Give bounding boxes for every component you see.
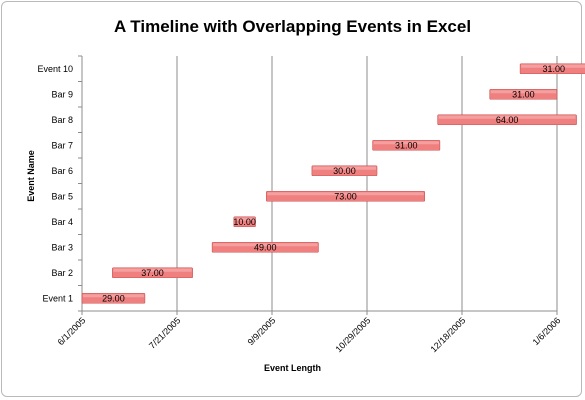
data-label: 31.00 <box>395 140 418 150</box>
bar-highlight <box>521 64 585 68</box>
x-tick-label: 10/29/2005 <box>333 315 372 354</box>
bar <box>437 114 577 126</box>
data-label: 49.00 <box>254 242 277 252</box>
x-tick-label: 6/1/2005 <box>56 315 88 347</box>
chart-title: A Timeline with Overlapping Events in Ex… <box>113 17 472 36</box>
x-tick-label: 1/6/2006 <box>531 315 563 347</box>
bar <box>233 216 256 228</box>
y-tick-label: Bar 6 <box>51 166 73 176</box>
data-label: 73.00 <box>334 191 357 201</box>
bar <box>311 165 378 177</box>
bar <box>519 63 585 75</box>
bar <box>211 241 319 253</box>
x-tick-label: 7/21/2005 <box>147 315 182 350</box>
bar-highlight <box>113 268 192 272</box>
y-tick-label: Bar 3 <box>51 242 73 252</box>
x-tick-label: 12/18/2005 <box>428 315 467 354</box>
y-tick-label: Event 10 <box>37 64 73 74</box>
bar <box>81 292 146 304</box>
data-label: 37.00 <box>141 268 164 278</box>
bar-highlight <box>83 294 144 298</box>
bar-highlight <box>267 192 424 196</box>
bar-highlight <box>234 217 255 221</box>
bar-highlight <box>213 243 318 247</box>
y-tick-label: Event 1 <box>42 293 73 303</box>
data-label: 29.00 <box>102 293 125 303</box>
y-tick-label: Bar 2 <box>51 268 73 278</box>
y-tick-label: Bar 8 <box>51 115 73 125</box>
y-tick-label: Bar 9 <box>51 89 73 99</box>
bar <box>112 267 193 279</box>
data-label: 10.00 <box>233 217 256 227</box>
data-label: 31.00 <box>542 64 565 74</box>
bar-highlight <box>490 90 556 94</box>
data-label: 31.00 <box>512 89 535 99</box>
bar <box>266 190 425 202</box>
bar-highlight <box>312 166 376 170</box>
bar-highlight <box>438 115 576 119</box>
data-label: 64.00 <box>496 115 519 125</box>
y-tick-label: Bar 5 <box>51 191 73 201</box>
bar-highlight <box>373 141 439 145</box>
y-tick-label: Bar 4 <box>51 217 73 227</box>
data-label: 30.00 <box>333 166 356 176</box>
y-tick-label: Bar 7 <box>51 140 73 150</box>
x-tick-label: 9/9/2005 <box>246 315 278 347</box>
bar <box>372 139 441 151</box>
x-axis-label: Event Length <box>263 363 321 373</box>
bar <box>489 88 558 100</box>
